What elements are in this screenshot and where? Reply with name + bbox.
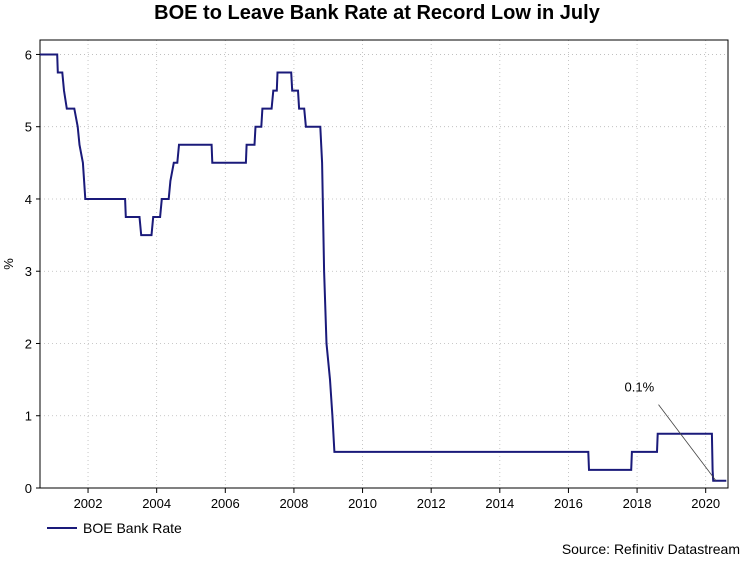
legend: BOE Bank Rate	[47, 519, 182, 537]
x-tick-label: 2004	[142, 496, 171, 511]
y-axis-label: %	[1, 258, 16, 270]
legend-label: BOE Bank Rate	[83, 520, 182, 536]
x-tick-label: 2020	[691, 496, 720, 511]
x-tick-label: 2010	[348, 496, 377, 511]
x-tick-label: 2008	[279, 496, 308, 511]
y-tick-label: 6	[25, 47, 32, 62]
y-tick-label: 2	[25, 336, 32, 351]
y-tick-label: 4	[25, 192, 32, 207]
x-tick-label: 2002	[74, 496, 103, 511]
series-line-boe-bank-rate	[40, 55, 726, 481]
y-axis: 0 1 2 3 4 5 6	[25, 47, 40, 496]
plot-border	[40, 40, 728, 488]
y-tick-label: 5	[25, 120, 32, 135]
legend-swatch	[47, 527, 77, 529]
x-tick-label: 2018	[623, 496, 652, 511]
grid-lines	[40, 40, 728, 488]
x-tick-label: 2014	[485, 496, 514, 511]
annotation-leader-line	[659, 405, 716, 481]
x-axis: 2002 2004 2006 2008 2010 2012 2014 2016 2018 2020	[74, 488, 721, 511]
x-tick-label: 2016	[554, 496, 583, 511]
x-tick-label: 2006	[211, 496, 240, 511]
y-tick-label: 3	[25, 264, 32, 279]
y-tick-label: 1	[25, 409, 32, 424]
x-tick-label: 2012	[417, 496, 446, 511]
source-note: Source: Refinitiv Datastream	[562, 541, 740, 557]
y-tick-label: 0	[25, 481, 32, 496]
annotation-label: 0.1%	[625, 380, 655, 395]
